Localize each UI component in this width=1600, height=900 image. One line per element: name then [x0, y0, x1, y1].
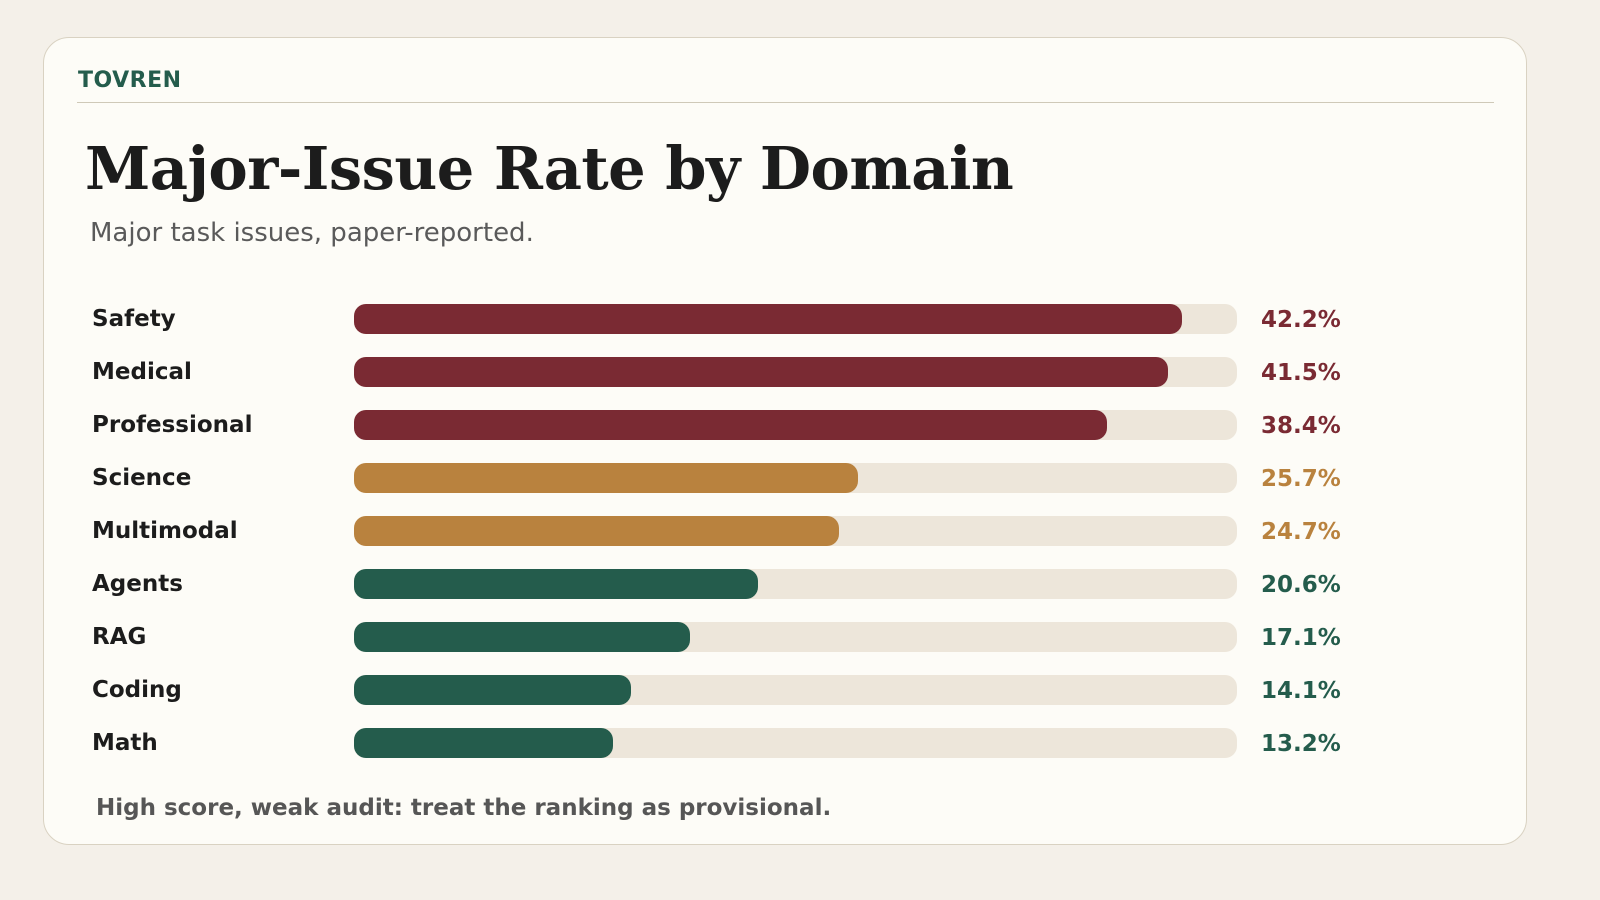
category-label: Math: [92, 730, 158, 756]
category-label: RAG: [92, 624, 147, 650]
bar: [354, 569, 759, 599]
bar: [354, 728, 613, 758]
bar-track: [354, 622, 1237, 652]
bar-track: [354, 304, 1237, 334]
bar-row: Science 25.7%: [44, 463, 1526, 495]
chart-footnote: High score, weak audit: treat the rankin…: [96, 795, 832, 821]
bar: [354, 463, 859, 493]
category-label: Medical: [92, 359, 192, 385]
bar-track: [354, 516, 1237, 546]
value-label: 14.1%: [1261, 678, 1341, 704]
header-divider: [77, 102, 1494, 103]
category-label: Safety: [92, 306, 176, 332]
bar-row: Multimodal 24.7%: [44, 516, 1526, 548]
value-label: 24.7%: [1261, 519, 1341, 545]
bar-row: Coding 14.1%: [44, 675, 1526, 707]
bar-track: [354, 410, 1237, 440]
value-label: 25.7%: [1261, 466, 1341, 492]
value-label: 41.5%: [1261, 360, 1341, 386]
bar: [354, 622, 690, 652]
bar-row: Medical 41.5%: [44, 357, 1526, 389]
bar: [354, 516, 839, 546]
bar: [354, 304, 1183, 334]
brand-label: TOVREN: [78, 68, 182, 93]
bar-row: Professional 38.4%: [44, 410, 1526, 442]
bar-track: [354, 463, 1237, 493]
bar-row: Agents 20.6%: [44, 569, 1526, 601]
chart-card: TOVREN Major-Issue Rate by Domain Major …: [43, 37, 1527, 845]
category-label: Professional: [92, 412, 253, 438]
chart-subtitle: Major task issues, paper-reported.: [90, 218, 534, 248]
bar-track: [354, 675, 1237, 705]
bar-row: Math 13.2%: [44, 728, 1526, 760]
chart-title: Major-Issue Rate by Domain: [85, 134, 1014, 203]
value-label: 13.2%: [1261, 731, 1341, 757]
bar: [354, 410, 1108, 440]
category-label: Multimodal: [92, 518, 238, 544]
bar: [354, 675, 631, 705]
category-label: Science: [92, 465, 192, 491]
value-label: 42.2%: [1261, 307, 1341, 333]
bar-track: [354, 728, 1237, 758]
category-label: Coding: [92, 677, 182, 703]
bar-track: [354, 357, 1237, 387]
value-label: 17.1%: [1261, 625, 1341, 651]
value-label: 38.4%: [1261, 413, 1341, 439]
bar-row: RAG 17.1%: [44, 622, 1526, 654]
bar-row: Safety 42.2%: [44, 304, 1526, 336]
category-label: Agents: [92, 571, 183, 597]
bar-track: [354, 569, 1237, 599]
bar: [354, 357, 1169, 387]
value-label: 20.6%: [1261, 572, 1341, 598]
